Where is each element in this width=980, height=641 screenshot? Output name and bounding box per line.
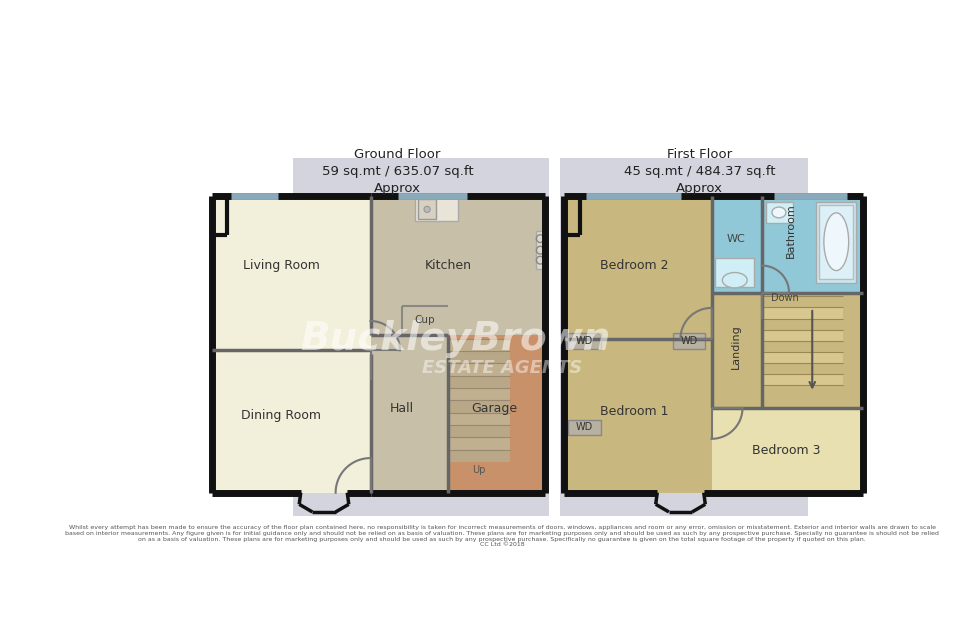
Bar bbox=[711, 292, 761, 408]
Bar bbox=[448, 401, 510, 413]
Bar bbox=[416, 198, 458, 221]
Bar bbox=[448, 388, 510, 401]
Bar bbox=[370, 335, 448, 493]
Bar bbox=[761, 292, 862, 408]
Bar bbox=[761, 319, 843, 329]
Bar bbox=[761, 374, 843, 385]
Ellipse shape bbox=[722, 272, 747, 288]
Bar bbox=[761, 341, 843, 352]
Text: WD: WD bbox=[680, 336, 698, 346]
Bar bbox=[448, 376, 510, 388]
Bar bbox=[448, 449, 510, 462]
Text: Ground Floor
59 sq.mt / 635.07 sq.ft
Approx: Ground Floor 59 sq.mt / 635.07 sq.ft App… bbox=[321, 148, 473, 195]
Bar bbox=[370, 196, 545, 335]
Bar bbox=[293, 158, 549, 516]
Bar bbox=[761, 352, 843, 363]
Bar bbox=[564, 338, 711, 493]
Text: Bedroom 3: Bedroom 3 bbox=[753, 444, 821, 457]
Text: Dining Room: Dining Room bbox=[241, 409, 321, 422]
Bar bbox=[448, 335, 545, 493]
Bar bbox=[816, 202, 857, 283]
Bar bbox=[448, 413, 510, 425]
Text: WD: WD bbox=[576, 422, 593, 432]
Bar bbox=[761, 363, 843, 374]
Bar bbox=[765, 202, 793, 223]
Bar bbox=[448, 363, 510, 376]
Bar bbox=[715, 258, 755, 287]
Bar bbox=[448, 437, 510, 449]
Text: Garage: Garage bbox=[471, 401, 517, 415]
Bar bbox=[564, 196, 711, 338]
Bar bbox=[402, 306, 448, 335]
Bar bbox=[568, 333, 601, 349]
Bar bbox=[761, 196, 862, 292]
Circle shape bbox=[424, 206, 430, 212]
Text: Kitchen: Kitchen bbox=[424, 259, 471, 272]
Text: Whilst every attempt has been made to ensure the accuracy of the floor plan cont: Whilst every attempt has been made to en… bbox=[66, 525, 939, 547]
Bar bbox=[536, 231, 545, 269]
Bar bbox=[448, 338, 510, 351]
Bar bbox=[819, 204, 854, 279]
Text: ESTATE AGENTS: ESTATE AGENTS bbox=[422, 359, 582, 377]
Text: Bathroom: Bathroom bbox=[786, 204, 796, 258]
Bar bbox=[448, 351, 510, 363]
Text: Bedroom 2: Bedroom 2 bbox=[600, 259, 668, 272]
Bar bbox=[711, 408, 862, 493]
Text: Bedroom 1: Bedroom 1 bbox=[600, 405, 668, 419]
Text: Landing: Landing bbox=[731, 324, 741, 369]
Ellipse shape bbox=[772, 207, 786, 218]
Text: First Floor
45 sq.mt / 484.37 sq.ft
Approx: First Floor 45 sq.mt / 484.37 sq.ft Appr… bbox=[624, 148, 775, 195]
Bar bbox=[761, 329, 843, 341]
Bar bbox=[711, 196, 761, 292]
Text: WC: WC bbox=[727, 233, 746, 244]
Text: Down: Down bbox=[771, 293, 799, 303]
Text: WD: WD bbox=[576, 336, 593, 346]
Text: Hall: Hall bbox=[389, 401, 414, 415]
Text: Living Room: Living Room bbox=[243, 259, 319, 272]
Bar bbox=[761, 308, 843, 319]
Ellipse shape bbox=[824, 213, 849, 271]
Bar bbox=[448, 425, 510, 437]
Bar bbox=[561, 158, 808, 516]
Bar bbox=[212, 196, 370, 493]
Bar bbox=[761, 296, 843, 308]
Text: BuckleyBrown: BuckleyBrown bbox=[301, 320, 611, 358]
Bar bbox=[568, 420, 601, 435]
Bar bbox=[761, 385, 843, 397]
Bar bbox=[417, 199, 436, 219]
Text: Cup: Cup bbox=[415, 315, 435, 325]
Text: Up: Up bbox=[472, 465, 486, 474]
Bar bbox=[672, 333, 706, 349]
